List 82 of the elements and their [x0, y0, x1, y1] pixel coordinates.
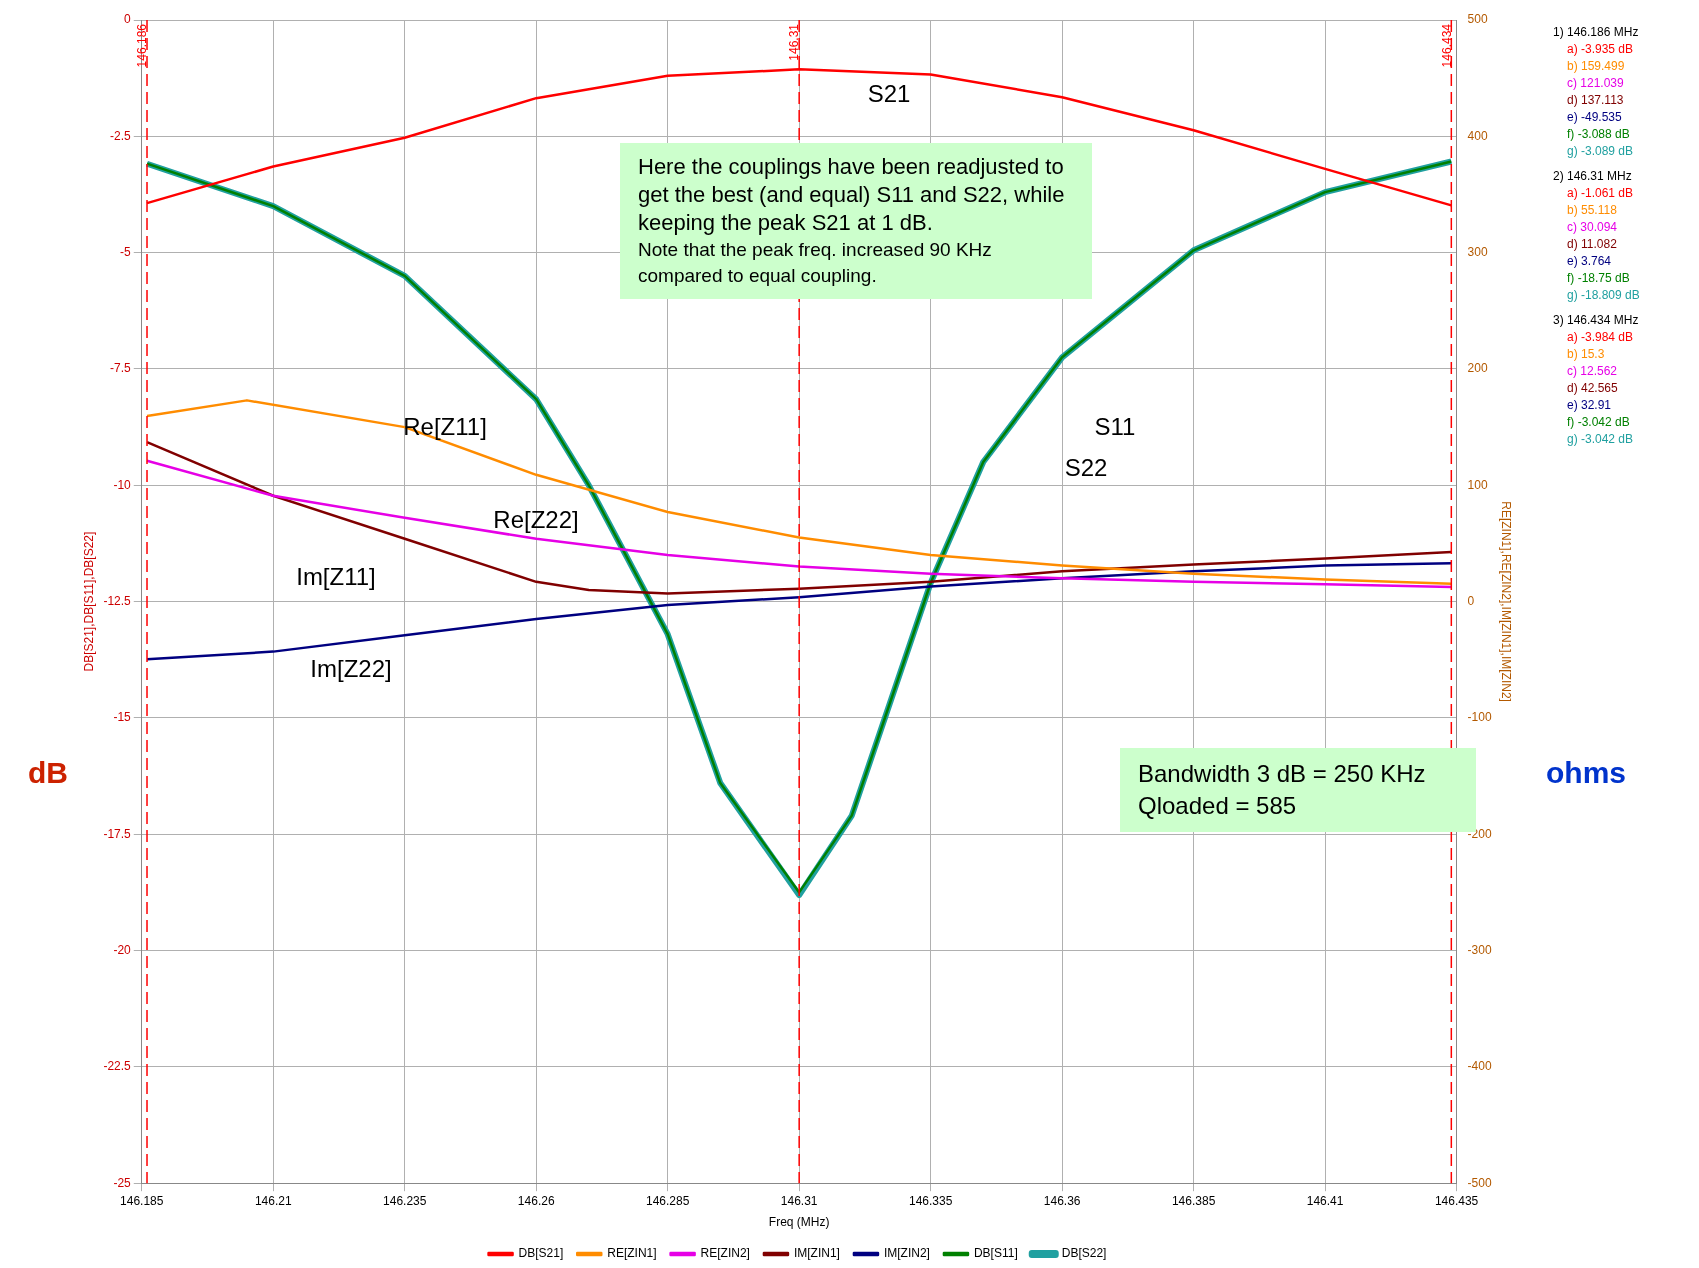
x-tick-label: 146.235 [383, 1193, 427, 1208]
annotation: Qloaded = 585 [1138, 791, 1298, 821]
y2-tick-label: -100 [1467, 710, 1492, 725]
x-tick-label: 146.31 [780, 1193, 818, 1208]
y2-axis-title: RE[ZIN1],RE[ZIN2],IM[ZIN1],IM[ZIN2] [1499, 501, 1514, 702]
text: f) -18.75 dB [1566, 270, 1631, 287]
text: a) -3.935 dB [1566, 41, 1635, 58]
text: dB [28, 756, 68, 790]
y-tick-label: -22.5 [103, 1059, 132, 1074]
text: ohms [1546, 756, 1627, 790]
text: c) 30.094 [1566, 219, 1619, 236]
x-tick-label: 146.335 [908, 1193, 953, 1208]
y2-tick-label: 100 [1467, 477, 1488, 492]
legend-label: DB[S11] [973, 1246, 1018, 1261]
text: e) 32.91 [1566, 397, 1613, 414]
legend-label: RE[ZIN2] [700, 1246, 750, 1261]
y2-tick-label: -400 [1467, 1059, 1492, 1074]
ref-line-label: 146.186 [135, 23, 150, 68]
text: e) 3.764 [1566, 253, 1613, 270]
text: 2) 146.31 MHz [1553, 168, 1633, 185]
y2-tick-label: 300 [1467, 244, 1488, 259]
text: g) -3.089 dB [1566, 143, 1635, 160]
y-tick-label: -17.5 [103, 826, 132, 841]
text: b) 159.499 [1566, 58, 1626, 75]
y-tick-label: -12.5 [103, 593, 132, 608]
x-axis-title: Freq (MHz) [768, 1215, 830, 1230]
y-tick-label: -7.5 [110, 361, 132, 376]
annotation: Note that the peak freq. increased 90 KHz compared to equal coupling. [638, 238, 993, 288]
y2-tick-label: 0 [1467, 593, 1475, 608]
x-tick-label: 146.185 [120, 1193, 164, 1208]
legend-label: DB[S22] [1061, 1246, 1107, 1261]
text: 1) 146.186 MHz [1553, 24, 1640, 41]
legend-label: DB[S21] [518, 1246, 564, 1261]
annotation: Here the couplings have been readjusted to get the best (and equal) S11 and S22, while keeping the peak S21 at 1 dB. [638, 153, 1066, 237]
x-tick-label: 146.41 [1306, 1193, 1344, 1208]
text: g) -3.042 dB [1566, 431, 1635, 448]
text: d) 11.082 [1566, 236, 1618, 253]
text: e) -49.535 [1566, 109, 1623, 126]
y2-tick-label: 200 [1467, 361, 1488, 376]
legend-label: RE[ZIN1] [607, 1246, 657, 1261]
annotation: S11 [1094, 413, 1136, 441]
y2-tick-label: 500 [1467, 12, 1488, 27]
y-tick-label: -10 [113, 477, 132, 492]
text: d) 137.113 [1566, 92, 1625, 109]
ref-line-label: 146.434 [1439, 23, 1454, 68]
x-tick-label: 146.385 [1171, 1193, 1216, 1208]
x-tick-label: 146.285 [645, 1193, 690, 1208]
y-tick-label: -15 [113, 710, 132, 725]
ref-line-label: 146.31 [787, 23, 802, 61]
y-tick-label: -2.5 [110, 128, 132, 143]
x-tick-label: 146.26 [517, 1193, 555, 1208]
y2-tick-label: -300 [1467, 942, 1492, 957]
y-tick-label: 0 [124, 12, 132, 27]
annotation: Im[Z22] [310, 655, 392, 683]
legend-label: IM[ZIN2] [883, 1246, 930, 1261]
text: c) 12.562 [1566, 363, 1619, 380]
text: a) -1.061 dB [1566, 185, 1635, 202]
text: c) 121.039 [1566, 75, 1625, 92]
annotation: Re[Z22] [493, 506, 579, 534]
annotation: S21 [867, 80, 911, 108]
annotation: Re[Z11] [403, 413, 487, 441]
y2-tick-label: -500 [1467, 1175, 1492, 1190]
y-tick-label: -25 [113, 1175, 132, 1190]
text: 3) 146.434 MHz [1553, 312, 1640, 329]
text: g) -18.809 dB [1566, 287, 1640, 304]
y-tick-label: -20 [113, 942, 132, 957]
text: a) -3.984 dB [1566, 329, 1635, 346]
text: f) -3.088 dB [1566, 126, 1631, 143]
y-tick-label: -5 [120, 244, 132, 259]
x-tick-label: 146.435 [1434, 1193, 1479, 1208]
x-tick-label: 146.36 [1043, 1193, 1081, 1208]
x-tick-label: 146.21 [254, 1193, 292, 1208]
legend-label: IM[ZIN1] [793, 1246, 840, 1261]
text: b) 55.118 [1566, 202, 1618, 219]
text: d) 42.565 [1566, 380, 1619, 397]
annotation: Bandwidth 3 dB = 250 KHz [1138, 759, 1427, 789]
annotation: S22 [1064, 454, 1108, 482]
text: b) 15.3 [1566, 346, 1606, 363]
annotation: Im[Z11] [296, 563, 376, 591]
y2-tick-label: 400 [1467, 128, 1488, 143]
y-axis-title: DB[S21],DB[S11],DB[S22] [81, 531, 96, 672]
text: f) -3.042 dB [1566, 414, 1631, 431]
